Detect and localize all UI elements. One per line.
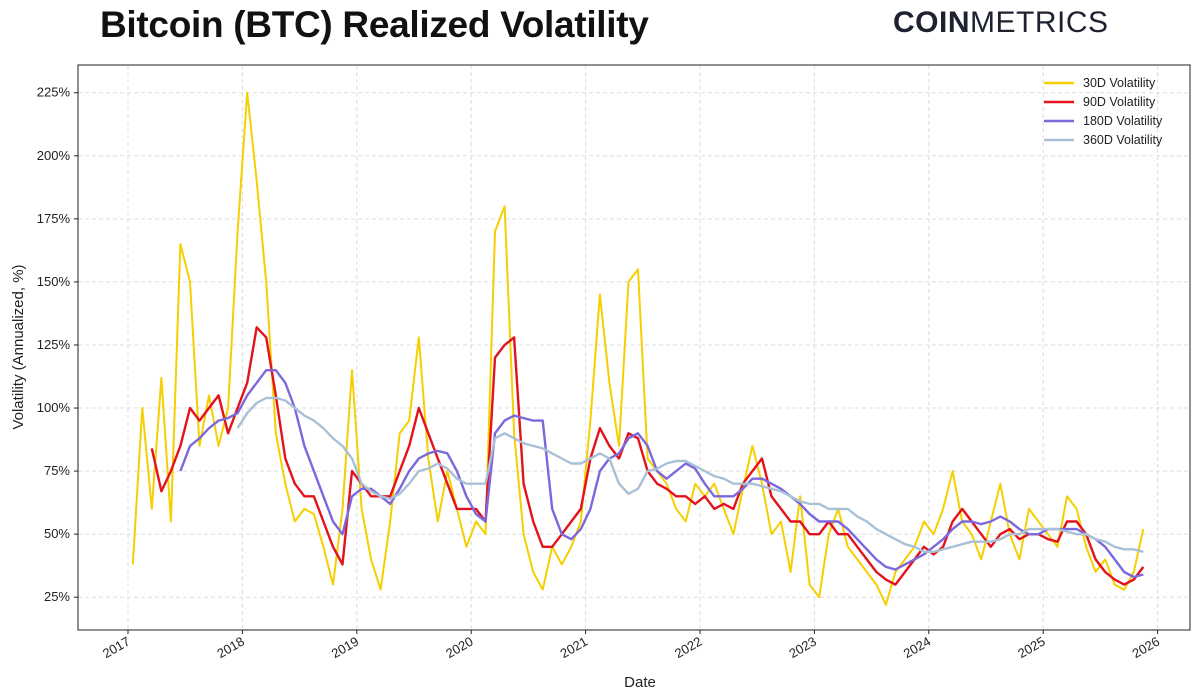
x-tick-label: 2025 xyxy=(1015,634,1048,661)
ticks: 25% 50% 75% 100% 125% 150% 175% 200% 225% 2017 201… xyxy=(37,85,1162,661)
coinmetrics-logo: COINMETRICS xyxy=(893,6,1109,40)
series-line-30d xyxy=(131,91,1145,606)
y-tick-label: 225% xyxy=(37,85,71,100)
y-tick-label: 200% xyxy=(37,148,71,163)
x-tick-label: 2023 xyxy=(786,634,819,661)
series-line-180d xyxy=(179,369,1144,579)
y-tick-label: 175% xyxy=(37,211,71,226)
y-axis-label: Volatility (Annualized, %) xyxy=(10,264,27,429)
y-tick-label: 25% xyxy=(44,589,70,604)
x-tick-label: 2017 xyxy=(100,634,133,661)
chart-title: Bitcoin (BTC) Realized Volatility xyxy=(100,4,649,45)
logo-bold: COIN xyxy=(893,6,970,39)
series-lines xyxy=(131,91,1145,606)
legend-label: 90D Volatility xyxy=(1083,95,1156,109)
x-tick-label: 2020 xyxy=(443,634,476,661)
y-tick-label: 150% xyxy=(37,274,71,289)
y-tick-label: 50% xyxy=(44,526,70,541)
y-tick-label: 125% xyxy=(37,337,71,352)
legend-label: 30D Volatility xyxy=(1083,76,1156,90)
legend-label: 180D Volatility xyxy=(1083,114,1163,128)
legend: 30D Volatility 90D Volatility 180D Volatil… xyxy=(1044,76,1163,147)
logo-light: METRICS xyxy=(970,6,1109,39)
x-tick-label: 2024 xyxy=(901,634,934,661)
grid xyxy=(78,65,1190,630)
y-tick-label: 75% xyxy=(44,463,70,478)
legend-label: 360D Volatility xyxy=(1083,133,1163,147)
series-line-360d xyxy=(236,396,1144,553)
x-tick-label: 2019 xyxy=(329,634,362,661)
x-tick-label: 2022 xyxy=(672,634,705,661)
x-axis-label: Date xyxy=(624,674,656,691)
x-tick-label: 2026 xyxy=(1130,634,1163,661)
plot-frame xyxy=(77,64,1191,631)
x-tick-label: 2018 xyxy=(214,634,247,661)
y-tick-label: 100% xyxy=(37,400,71,415)
x-tick-label: 2021 xyxy=(558,634,591,661)
